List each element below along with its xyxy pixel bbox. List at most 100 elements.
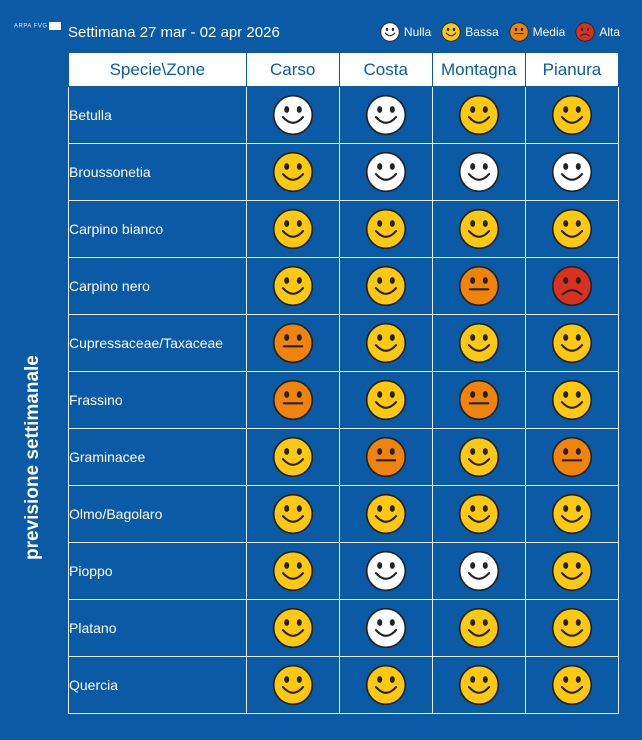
smiley-nulla-icon xyxy=(340,94,432,136)
smiley-bassa-icon xyxy=(247,493,339,535)
species-name: Carpino nero xyxy=(68,257,247,315)
smiley-bassa-icon xyxy=(433,493,525,535)
species-name: Broussonetia xyxy=(68,143,247,201)
smiley-media-icon xyxy=(247,322,339,364)
level-cell-carso xyxy=(245,86,340,144)
level-cell-pianura xyxy=(524,485,620,543)
smiley-nulla-icon xyxy=(433,550,525,592)
level-cell-carso xyxy=(245,542,340,600)
smiley-nulla-icon xyxy=(433,151,525,193)
level-cell-costa xyxy=(338,314,433,372)
smiley-bassa-icon xyxy=(526,208,618,250)
level-cell-carso xyxy=(245,314,340,372)
legend-label: Bassa xyxy=(465,25,499,39)
smiley-bassa-icon xyxy=(433,664,525,706)
side-label: previsione settimanale xyxy=(22,355,43,560)
smiley-media-icon xyxy=(433,379,525,421)
column-header-costa: Costa xyxy=(338,52,433,87)
species-name: Quercia xyxy=(68,656,247,714)
smiley-bassa-icon xyxy=(247,436,339,478)
column-header-carso: Carso xyxy=(245,52,340,87)
smiley-bassa-icon xyxy=(340,664,432,706)
level-cell-carso xyxy=(245,143,340,201)
level-cell-costa xyxy=(338,599,433,657)
legend-label: Nulla xyxy=(403,25,432,39)
level-cell-montagna xyxy=(431,257,526,315)
species-name: Pioppo xyxy=(68,542,247,600)
smiley-bassa-icon xyxy=(433,436,525,478)
table-row: Olmo/Bagolaro xyxy=(68,485,620,543)
level-cell-costa xyxy=(338,371,433,429)
smiley-nulla-icon xyxy=(340,151,432,193)
level-cell-pianura xyxy=(524,428,620,486)
smiley-bassa-icon xyxy=(526,94,618,136)
smiley-bassa-icon xyxy=(247,151,339,193)
week-title: Settimana 27 mar - 02 apr 2026 xyxy=(68,24,280,41)
smiley-media-icon xyxy=(247,379,339,421)
smiley-bassa-icon xyxy=(526,379,618,421)
table-row: Carpino bianco xyxy=(68,200,620,258)
level-cell-costa xyxy=(338,428,433,486)
table-row: Graminacee xyxy=(68,428,620,486)
species-name: Olmo/Bagolaro xyxy=(68,485,247,543)
smiley-bassa-icon xyxy=(433,607,525,649)
smiley-bassa-icon xyxy=(526,493,618,535)
species-name: Platano xyxy=(68,599,247,657)
level-cell-pianura xyxy=(524,257,620,315)
level-cell-montagna xyxy=(431,485,526,543)
species-name: Graminacee xyxy=(68,428,247,486)
smiley-bassa-icon xyxy=(340,208,432,250)
legend-item-media: Media xyxy=(509,22,566,42)
column-header-pianura: Pianura xyxy=(524,52,620,87)
level-cell-montagna xyxy=(431,200,526,258)
level-cell-pianura xyxy=(524,656,620,714)
table-row: Platano xyxy=(68,599,620,657)
arpa-logo: ARPA FVG xyxy=(14,22,61,30)
table-row: Frassino xyxy=(68,371,620,429)
level-cell-carso xyxy=(245,200,340,258)
level-cell-costa xyxy=(338,143,433,201)
level-cell-pianura xyxy=(524,143,620,201)
legend-item-bassa: Bassa xyxy=(441,22,499,42)
level-cell-costa xyxy=(338,656,433,714)
smiley-nulla-icon xyxy=(526,151,618,193)
level-cell-montagna xyxy=(431,314,526,372)
level-cell-costa xyxy=(338,485,433,543)
smiley-nulla-icon xyxy=(340,550,432,592)
level-cell-costa xyxy=(338,257,433,315)
level-cell-montagna xyxy=(431,86,526,144)
level-cell-carso xyxy=(245,428,340,486)
smiley-bassa-icon xyxy=(433,208,525,250)
smiley-bassa-icon xyxy=(441,22,461,42)
species-name: Betulla xyxy=(68,86,247,144)
level-cell-montagna xyxy=(431,143,526,201)
smiley-alta-icon xyxy=(526,265,618,307)
legend-label: Media xyxy=(532,25,566,39)
species-name: Carpino bianco xyxy=(68,200,247,258)
level-cell-costa xyxy=(338,86,433,144)
level-cell-pianura xyxy=(524,86,620,144)
level-cell-montagna xyxy=(431,371,526,429)
smiley-nulla-icon xyxy=(247,94,339,136)
smiley-bassa-icon xyxy=(247,265,339,307)
column-header-species: Specie\Zone xyxy=(68,52,247,87)
smiley-bassa-icon xyxy=(340,265,432,307)
smiley-bassa-icon xyxy=(526,607,618,649)
level-cell-costa xyxy=(338,542,433,600)
smiley-bassa-icon xyxy=(526,322,618,364)
pollen-table: Specie\Zone Carso Costa Montagna Pianura… xyxy=(68,52,620,714)
level-cell-carso xyxy=(245,599,340,657)
table-row: Quercia xyxy=(68,656,620,714)
level-cell-montagna xyxy=(431,542,526,600)
smiley-bassa-icon xyxy=(247,550,339,592)
smiley-nulla-icon xyxy=(340,607,432,649)
smiley-nulla-icon xyxy=(380,22,400,42)
level-cell-carso xyxy=(245,656,340,714)
smiley-bassa-icon xyxy=(433,322,525,364)
smiley-bassa-icon xyxy=(247,208,339,250)
table-row: Carpino nero xyxy=(68,257,620,315)
legend: Nulla Bassa Media Alta xyxy=(380,22,620,42)
smiley-bassa-icon xyxy=(247,664,339,706)
level-cell-carso xyxy=(245,257,340,315)
smiley-media-icon xyxy=(433,265,525,307)
